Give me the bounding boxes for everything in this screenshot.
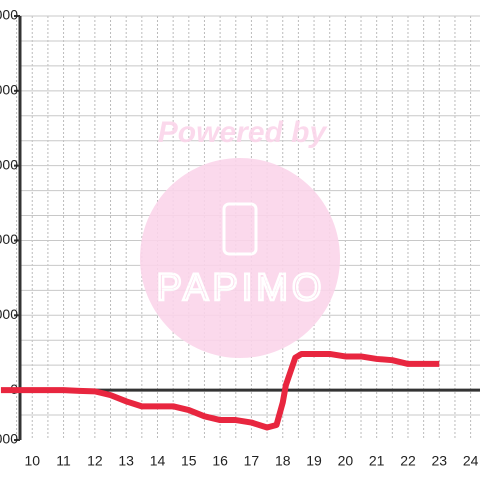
x-tick-label: 10: [24, 453, 40, 469]
x-tick-label: 11: [56, 453, 71, 469]
x-tick-label: 12: [87, 453, 103, 469]
watermark: Powered by PAPIMO: [140, 116, 340, 358]
x-tick-label: 18: [275, 453, 291, 469]
watermark-icon: [222, 202, 258, 256]
y-tick-label: 150,000: [0, 7, 18, 23]
y-tick-label: -20,000: [0, 431, 18, 447]
series-line: [0, 350, 440, 431]
x-tick-label: 21: [369, 453, 385, 469]
y-tick-label: 90,000: [0, 156, 18, 172]
plot: -20,000030,00060,00090,000120,000150,000…: [0, 7, 480, 469]
watermark-circle: [140, 158, 340, 358]
x-tick-label: 20: [338, 453, 354, 469]
y-tick-label: 60,000: [0, 231, 18, 247]
x-tick-label: 13: [118, 453, 134, 469]
x-tick-label: 19: [306, 453, 322, 469]
y-tick-label: 120,000: [0, 82, 18, 98]
x-tick-label: 23: [432, 453, 448, 469]
watermark-logo: PAPIMO: [157, 267, 326, 309]
x-tick-label: 22: [400, 453, 416, 469]
x-tick-label: 15: [181, 453, 197, 469]
x-tick-label: 24: [463, 453, 479, 469]
x-tick-label: 14: [150, 453, 166, 469]
x-tick-label: 17: [244, 453, 260, 469]
watermark-text: Powered by: [158, 116, 328, 149]
y-tick-label: 30,000: [0, 306, 18, 322]
x-tick-label: 16: [212, 453, 228, 469]
